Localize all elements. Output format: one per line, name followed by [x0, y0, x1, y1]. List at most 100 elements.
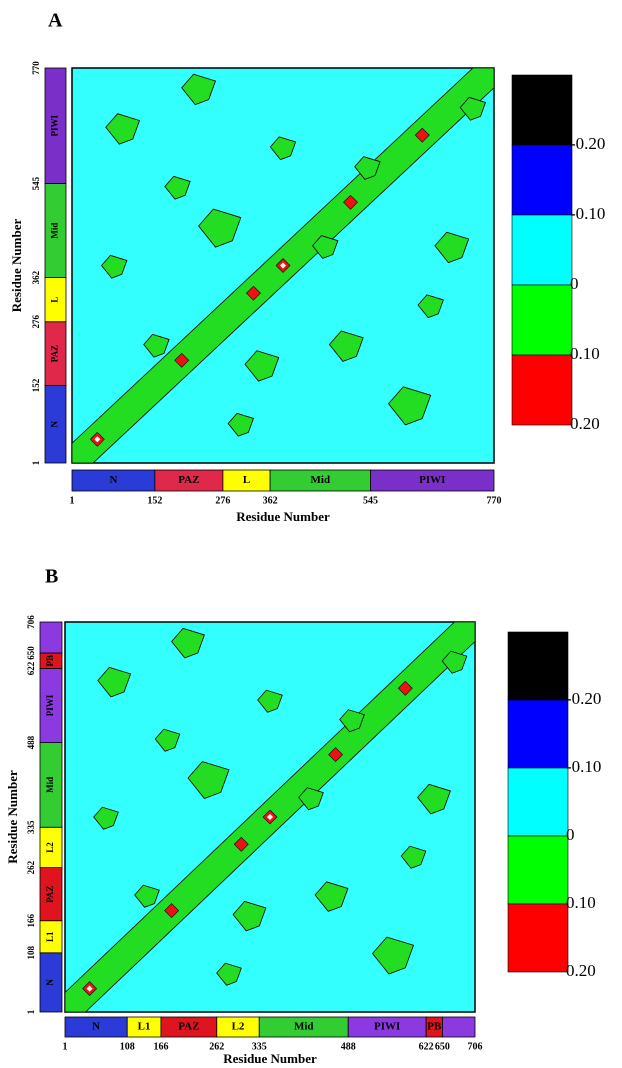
domain-label: PAZ [178, 474, 199, 486]
x-tick-label: 545 [363, 495, 378, 506]
y-tick-label: 1 [31, 460, 41, 465]
contour-peak-center [94, 436, 101, 443]
contour-blob [198, 208, 242, 248]
contour-blob [298, 787, 324, 811]
domain-label: PAZ [50, 345, 60, 362]
colorbar-segment [507, 903, 569, 973]
contour-blob [417, 294, 444, 319]
contour-blob [400, 845, 427, 869]
contour-blob [143, 333, 170, 358]
domain-label: Mid [311, 474, 331, 486]
contour-blob [257, 689, 283, 713]
domain-label: PAZ [178, 1021, 199, 1033]
domain-label: N [109, 474, 117, 486]
contour-peak [174, 352, 190, 368]
y-tick-label: 650 [26, 646, 36, 660]
colorbar-label: -0.20 [570, 134, 605, 153]
domain-label: L1 [138, 1021, 151, 1033]
colorbar-segment [507, 699, 569, 769]
contour-peak-center [280, 262, 286, 269]
colorbar-segment [511, 284, 573, 356]
contour-blob [134, 884, 160, 908]
panel-label: B [45, 566, 58, 588]
colorbar-segment [511, 74, 573, 146]
contour-blob [417, 783, 451, 815]
contour-blob [269, 136, 297, 161]
domain-label: PIWI [419, 474, 445, 486]
contour-blob [171, 627, 205, 659]
y-tick-label: 276 [31, 314, 41, 328]
contour-peak [343, 194, 358, 210]
contour-blob [105, 113, 141, 145]
domain-label: PB [427, 1021, 442, 1033]
colorbar-segment [507, 767, 569, 837]
colorbar-label: 0.10 [566, 893, 596, 912]
colorbar-segment [507, 631, 569, 701]
x-tick-label: 650 [435, 1041, 450, 1052]
x-tick-label: 1 [63, 1041, 68, 1052]
domain-label: Mid [45, 777, 55, 793]
contour-blob [339, 709, 365, 733]
x-tick-label: 622 [419, 1041, 434, 1052]
contour-peak-center [267, 814, 273, 820]
x-tick-label: 1 [70, 495, 75, 506]
contour-blob [312, 235, 339, 259]
contour-blob [93, 806, 119, 830]
y-tick-label: 488 [26, 735, 36, 749]
y-axis-title: Residue Number [9, 219, 24, 313]
x-tick-label: 770 [487, 495, 502, 506]
y-tick-label: 362 [31, 270, 41, 284]
contour-blob [216, 962, 242, 986]
contour-blob [227, 412, 254, 437]
domain-label: PIWI [45, 694, 55, 716]
contour-blob [232, 900, 267, 932]
colorbar-segment [507, 835, 569, 905]
contour-blob [154, 728, 181, 752]
colorbar-label: -0.10 [570, 204, 605, 223]
domain-bar-x [370, 469, 495, 492]
colorbar-label: 0.20 [570, 414, 600, 433]
colorbar-segment [511, 214, 573, 286]
contour-blob [441, 650, 468, 674]
domain-label: PAZ [45, 885, 55, 902]
x-tick-label: 335 [252, 1041, 267, 1052]
x-tick-label: 276 [215, 495, 230, 506]
colorbar-label: 0 [566, 825, 575, 844]
contour-blob [244, 350, 280, 382]
contour-peak [164, 903, 180, 919]
x-tick-label: 262 [209, 1041, 224, 1052]
contour-blob [101, 254, 128, 279]
x-tick-label: 152 [147, 495, 162, 506]
contour-peak [397, 680, 413, 696]
contour-blob [387, 386, 432, 426]
colorbar-label: 0 [570, 274, 579, 293]
x-tick-label: 488 [341, 1041, 356, 1052]
contour-peak [246, 285, 261, 301]
y-tick-label: 622 [26, 661, 36, 675]
colorbar-label: -0.20 [566, 689, 601, 708]
colorbar-segment [511, 354, 573, 426]
x-axis-title: Residue Number [236, 509, 330, 524]
contour-blob [181, 73, 216, 106]
contour-blob [434, 231, 470, 264]
x-tick-label: 108 [120, 1041, 135, 1052]
domain-bar-y [39, 621, 63, 654]
domain-label: N [45, 979, 55, 986]
domain-bar-x [442, 1016, 476, 1038]
domain-label: N [50, 420, 60, 427]
contour-blob [328, 330, 364, 362]
contour-peak [414, 127, 430, 143]
x-tick-label: 706 [468, 1041, 483, 1052]
y-tick-label: 335 [26, 820, 36, 834]
y-tick-label: 770 [31, 61, 41, 75]
domain-label: Mid [50, 223, 60, 239]
domain-label: PIWI [50, 115, 60, 137]
contour-blob [187, 761, 230, 799]
x-tick-label: 166 [153, 1041, 168, 1052]
contour-blob [354, 156, 381, 180]
y-tick-label: 706 [26, 615, 36, 629]
contour-blob [459, 96, 487, 121]
colorbar-label: -0.10 [566, 757, 601, 776]
domain-label: L2 [232, 1021, 245, 1033]
